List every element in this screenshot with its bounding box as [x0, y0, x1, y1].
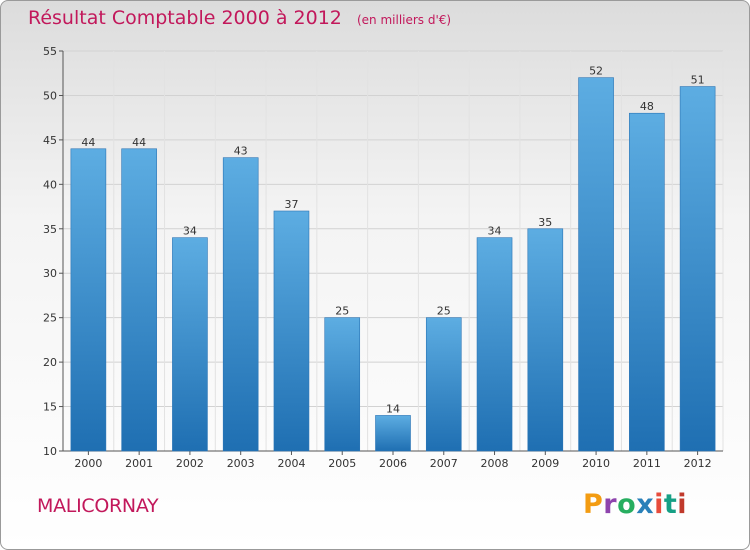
- grid-lines: [62, 50, 724, 452]
- bar-2002: [172, 237, 208, 452]
- axes: [59, 50, 723, 455]
- bar-2005: [324, 317, 361, 452]
- bar-2011: [629, 112, 665, 452]
- y-tick-label-35: 35: [43, 223, 57, 236]
- bar-2008: [476, 237, 513, 452]
- logo-letter: P: [583, 489, 604, 520]
- bar-2012: [679, 86, 716, 452]
- value-label-2007: 25: [437, 305, 451, 318]
- value-label-2000: 44: [81, 136, 95, 149]
- bar-2010: [578, 77, 614, 452]
- commune-name: MALICORNAY: [37, 495, 159, 517]
- x-tick-label-2008: 2008: [481, 457, 509, 470]
- labels: 10 15 20 25 30 35 40 45 50 55 44 2000 44 2001 34 2002 43…: [43, 45, 712, 470]
- chart-title-block: Résultat Comptable 2000 à 2012 (en milli…: [28, 7, 451, 29]
- x-tick-label-2004: 2004: [277, 457, 305, 470]
- x-tick-label-2005: 2005: [328, 457, 356, 470]
- bar-2009: [527, 228, 564, 452]
- x-tick-label-2002: 2002: [176, 457, 204, 470]
- bar-2007: [425, 317, 462, 452]
- value-label-2008: 34: [488, 225, 502, 238]
- bar-2006: [375, 415, 411, 452]
- x-tick-label-2012: 2012: [684, 457, 712, 470]
- logo-letter: i: [677, 489, 688, 520]
- logo-letter: r: [603, 489, 618, 520]
- bars: [70, 77, 716, 452]
- value-label-2009: 35: [538, 216, 552, 229]
- y-tick-label-55: 55: [43, 45, 57, 58]
- chart-title: Résultat Comptable 2000 à 2012: [28, 7, 342, 29]
- y-tick-label-50: 50: [43, 89, 57, 102]
- bar-2000: [70, 148, 107, 452]
- logo-letter: i: [654, 489, 664, 520]
- value-label-2002: 34: [183, 225, 197, 238]
- y-tick-label-10: 10: [43, 445, 57, 458]
- value-label-2006: 14: [386, 402, 400, 415]
- bar-2003: [222, 157, 259, 452]
- x-tick-label-2000: 2000: [74, 457, 102, 470]
- value-label-2001: 44: [132, 136, 146, 149]
- bar-2001: [121, 148, 157, 452]
- x-tick-label-2003: 2003: [227, 457, 255, 470]
- x-tick-label-2006: 2006: [379, 457, 407, 470]
- logo-letter: o: [617, 489, 637, 520]
- y-tick-label-25: 25: [43, 312, 57, 325]
- x-tick-label-2011: 2011: [633, 457, 661, 470]
- value-label-2010: 52: [589, 65, 603, 78]
- y-tick-label-15: 15: [43, 401, 57, 414]
- y-tick-label-20: 20: [43, 356, 57, 369]
- value-label-2004: 37: [284, 198, 298, 211]
- value-label-2005: 25: [335, 305, 349, 318]
- value-label-2012: 51: [691, 74, 705, 87]
- logo-letter: t: [663, 489, 678, 520]
- chart-subtitle: (en milliers d'€): [356, 13, 452, 27]
- proxiti-logo: Proxiti: [583, 489, 687, 520]
- y-tick-label-30: 30: [43, 267, 57, 280]
- x-tick-label-2001: 2001: [125, 457, 153, 470]
- x-tick-label-2007: 2007: [430, 457, 458, 470]
- logo-letter: x: [636, 489, 655, 520]
- value-label-2011: 48: [640, 100, 654, 113]
- y-tick-label-40: 40: [43, 178, 57, 191]
- x-tick-label-2010: 2010: [582, 457, 610, 470]
- y-tick-label-45: 45: [43, 134, 57, 147]
- bar-2004: [273, 210, 310, 452]
- value-label-2003: 43: [234, 145, 248, 158]
- x-tick-label-2009: 2009: [531, 457, 559, 470]
